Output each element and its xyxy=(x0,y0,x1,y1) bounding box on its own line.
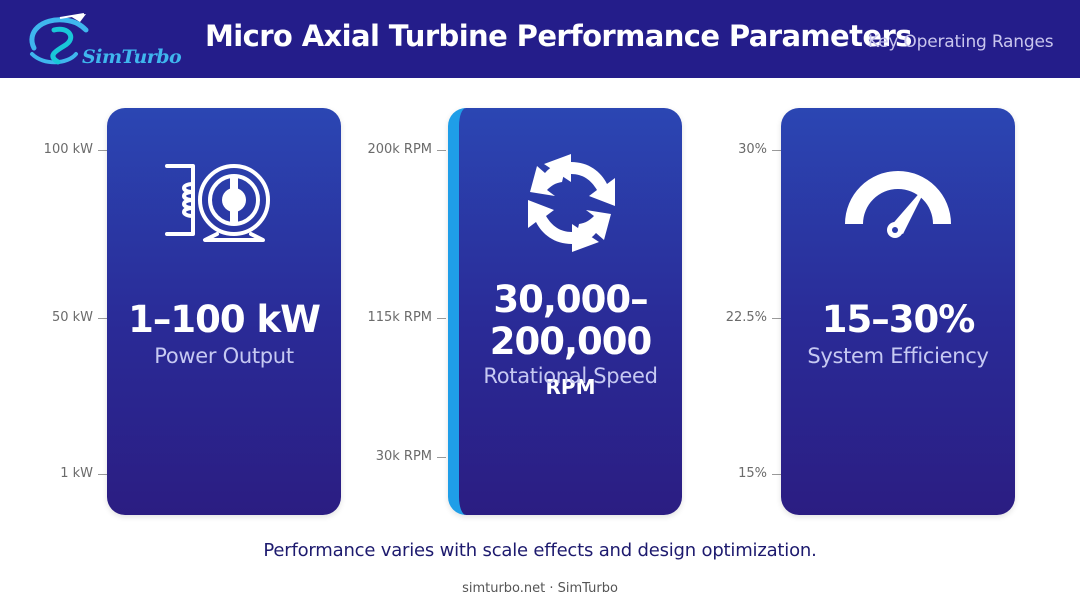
page-title: Micro Axial Turbine Performance Paramete… xyxy=(205,19,912,53)
rotational-speed-label: Rotational Speed xyxy=(483,364,658,388)
footer-source[interactable]: simturbo.net · SimTurbo xyxy=(462,581,618,596)
card-system-efficiency: 15–30% System Efficiency xyxy=(781,108,1015,515)
header-bar: SimTurbo Micro Axial Turbine Performance… xyxy=(0,0,1080,78)
generator-icon xyxy=(165,164,270,242)
logo-text: SimTurbo xyxy=(82,46,182,68)
rotational-speed-value-line2: 200,000 RPM xyxy=(459,322,682,407)
rotational-speed-unit: RPM xyxy=(545,375,596,399)
system-efficiency-value: 15–30% xyxy=(821,298,976,341)
power-output-value: 1–100 kW xyxy=(128,298,321,341)
page-subtitle: Key Operating Ranges xyxy=(868,32,1054,52)
rotational-speed-value-number: 200,000 xyxy=(489,320,653,363)
system-efficiency-label: System Efficiency xyxy=(807,344,989,368)
card-power-output: 1–100 kW Power Output xyxy=(107,108,341,515)
rotational-speed-value-line1: 30,000– xyxy=(493,278,648,321)
rotation-arrows-icon xyxy=(528,154,615,252)
speedometer-icon xyxy=(845,171,951,238)
simturbo-logo[interactable]: SimTurbo xyxy=(24,8,182,70)
power-output-label: Power Output xyxy=(154,344,294,368)
card-rotational-speed: 30,000– 200,000 RPM Rotational Speed xyxy=(448,108,682,515)
logo-swoosh-icon xyxy=(29,13,89,65)
caption-text: Performance varies with scale effects an… xyxy=(263,540,817,561)
